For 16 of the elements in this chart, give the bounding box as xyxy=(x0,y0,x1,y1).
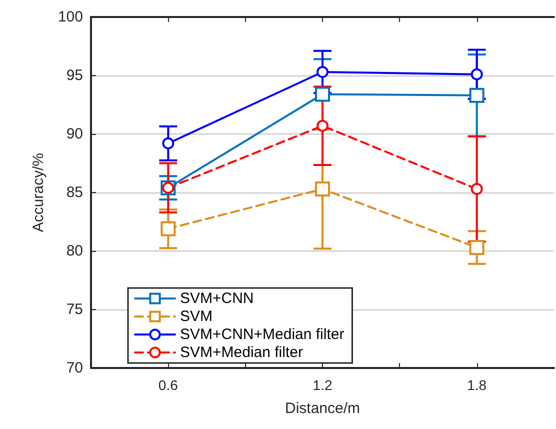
y-tick-label: 100 xyxy=(58,8,83,26)
y-tick-label: 95 xyxy=(66,67,83,84)
x-tick-label: 1.2 xyxy=(312,377,332,393)
legend-label: SVM+CNN xyxy=(180,290,254,307)
x-tick-label: 0.6 xyxy=(158,377,178,393)
legend-label: SVM+CNN+Median filter xyxy=(180,326,344,343)
legend-label: SVM+Median filter xyxy=(180,344,303,361)
y-tick-label: 80 xyxy=(66,242,83,260)
y-tick-label: 75 xyxy=(66,301,83,318)
y-tick-label: 90 xyxy=(66,126,83,142)
legend-label: SVM xyxy=(180,308,213,325)
x-tick-label: 1.8 xyxy=(467,377,487,393)
y-axis-title: Accuracy/% xyxy=(30,152,47,232)
y-tick-label: 70 xyxy=(66,360,83,376)
y-tick-label: 85 xyxy=(66,184,83,201)
x-axis-title: Distance/m xyxy=(284,400,360,417)
